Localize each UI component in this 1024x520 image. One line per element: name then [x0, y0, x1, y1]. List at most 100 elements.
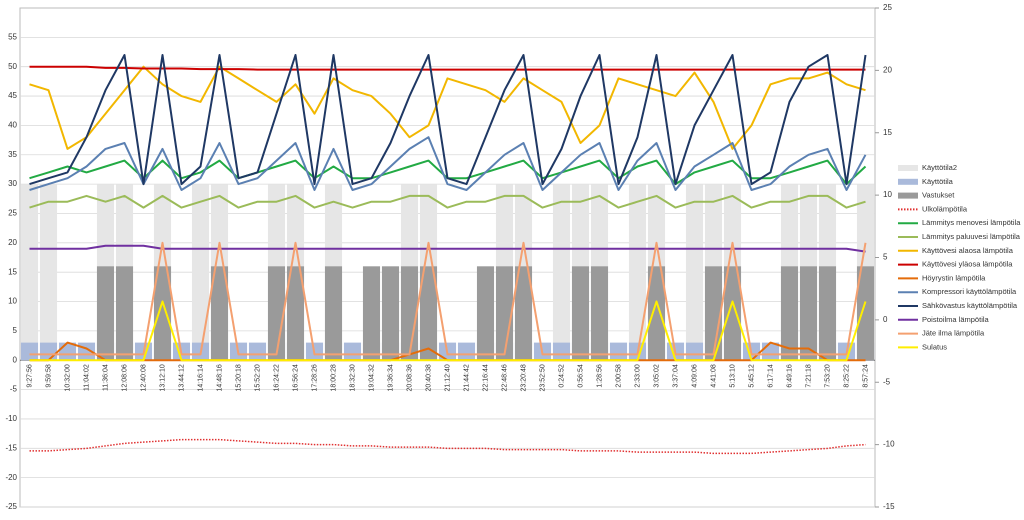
legend-label: Käyttövesi yläosa lämpötila: [922, 260, 1013, 269]
x-tick-label: 20:40:38: [425, 364, 432, 391]
y-tick-label: 5: [13, 326, 18, 335]
bar: [856, 266, 875, 361]
x-tick-label: 16:24:22: [273, 364, 280, 391]
x-tick-label: 11:36:04: [102, 364, 109, 391]
y-tick-label: -5: [10, 385, 18, 394]
x-tick-label: 16:56:24: [292, 364, 299, 391]
y-tick-label: -10: [5, 414, 17, 423]
legend-label: Käyttötila2: [922, 163, 957, 172]
x-tick-label: 21:12:40: [444, 364, 451, 391]
series-line: [29, 300, 867, 362]
y2-tick-label: 5: [883, 253, 888, 262]
bar: [115, 266, 134, 361]
bar: [20, 342, 39, 361]
legend-label: Höyrystin lämpötila: [922, 273, 986, 282]
x-tick-label: 12:08:06: [121, 364, 128, 391]
legend-label: Käyttövesi alaosa lämpötila: [922, 246, 1014, 255]
y-tick-label: 0: [13, 355, 18, 364]
x-tick-label: 22:16:44: [482, 364, 489, 391]
x-tick-label: 13:44:12: [178, 364, 185, 391]
plot-area: [19, 7, 876, 508]
legend-swatch: [898, 178, 918, 185]
bar: [723, 266, 742, 361]
series-line: [29, 194, 866, 209]
bar: [400, 266, 419, 361]
bar: [609, 342, 628, 361]
x-tick-label: 15:52:20: [254, 364, 261, 391]
bar: [248, 342, 267, 361]
bar: [552, 342, 571, 361]
x-tick-label: 3:05:02: [653, 364, 660, 387]
legend-label: Kompressori käyttölämpötila: [922, 287, 1017, 296]
x-tick-label: 15:20:18: [235, 364, 242, 391]
y-tick-label: 10: [8, 297, 17, 306]
legend-label: Lämmitys paluuvesi lämpötila: [922, 232, 1021, 241]
x-tick-label: 4:41:08: [710, 364, 717, 387]
y-tick-label: -20: [5, 473, 17, 482]
y-tick-label: 15: [8, 267, 17, 276]
x-tick-label: 2:33:00: [634, 364, 641, 387]
y-tick-label: 20: [8, 238, 17, 247]
bar: [628, 184, 647, 361]
bar: [818, 266, 837, 361]
x-tick-label: 10:32:00: [64, 364, 71, 391]
bar: [39, 342, 58, 361]
legend-label: Ulkolämpötila: [922, 204, 968, 213]
bar: [647, 266, 666, 361]
bar: [210, 266, 229, 361]
bar: [780, 266, 799, 361]
legend-label: Vastukset: [922, 191, 955, 200]
y2-tick-label: -5: [883, 377, 891, 386]
bar: [191, 184, 210, 361]
x-tick-label: 4:09:06: [691, 364, 698, 387]
bar: [20, 184, 39, 361]
x-tick-label: 18:32:30: [349, 364, 356, 391]
x-tick-label: 3:37:04: [672, 364, 679, 387]
bar: [704, 266, 723, 361]
legend-swatch: [898, 192, 918, 199]
bar: [514, 266, 533, 361]
bar: [685, 342, 704, 361]
x-tick-label: 18:00:28: [330, 364, 337, 391]
y-tick-label: 45: [8, 91, 17, 100]
bar: [799, 266, 818, 361]
bar: [552, 184, 571, 361]
bar: [685, 184, 704, 361]
bar: [153, 266, 172, 361]
y2-tick-label: 20: [883, 65, 892, 74]
x-tick-label: 11:04:02: [83, 364, 90, 391]
x-tick-label: 0:56:54: [577, 364, 584, 387]
bar: [457, 342, 476, 361]
x-tick-label: 5:45:12: [748, 364, 755, 387]
x-tick-label: 23:20:48: [520, 364, 527, 391]
x-tick-label: 5:13:10: [729, 364, 736, 387]
bar: [495, 266, 514, 361]
legend-label: Sähkövastus käyttölämpötila: [922, 301, 1018, 310]
x-tick-label: 14:48:16: [216, 364, 223, 391]
x-tick-label: 8:57:24: [862, 364, 869, 387]
x-tick-label: 13:12:10: [159, 364, 166, 391]
y2-tick-label: 0: [883, 315, 888, 324]
legend-label: Lämmitys menovesi lämpötila: [922, 218, 1021, 227]
y-tick-label: 40: [8, 121, 17, 130]
legend-label: Käyttötila: [922, 177, 954, 186]
legend-swatch: [898, 165, 918, 171]
x-tick-label: 14:16:14: [197, 364, 204, 391]
bar: [590, 266, 609, 361]
x-tick-label: 17:28:26: [311, 364, 318, 391]
bar: [362, 266, 381, 361]
bar: [476, 266, 495, 361]
series-line: [29, 65, 866, 150]
y-tick-label: -15: [5, 443, 17, 452]
x-tick-label: 2:00:58: [615, 364, 622, 387]
y2-tick-label: 15: [883, 128, 892, 137]
y-tick-label: 50: [8, 62, 17, 71]
bar: [39, 184, 58, 361]
x-tick-label: 9:59:58: [45, 364, 52, 387]
x-tick-label: 20:08:36: [406, 364, 413, 391]
series-line: [29, 244, 866, 253]
x-tick-label: 0:24:52: [558, 364, 565, 387]
y-tick-label: 30: [8, 179, 17, 188]
bar: [324, 266, 343, 361]
